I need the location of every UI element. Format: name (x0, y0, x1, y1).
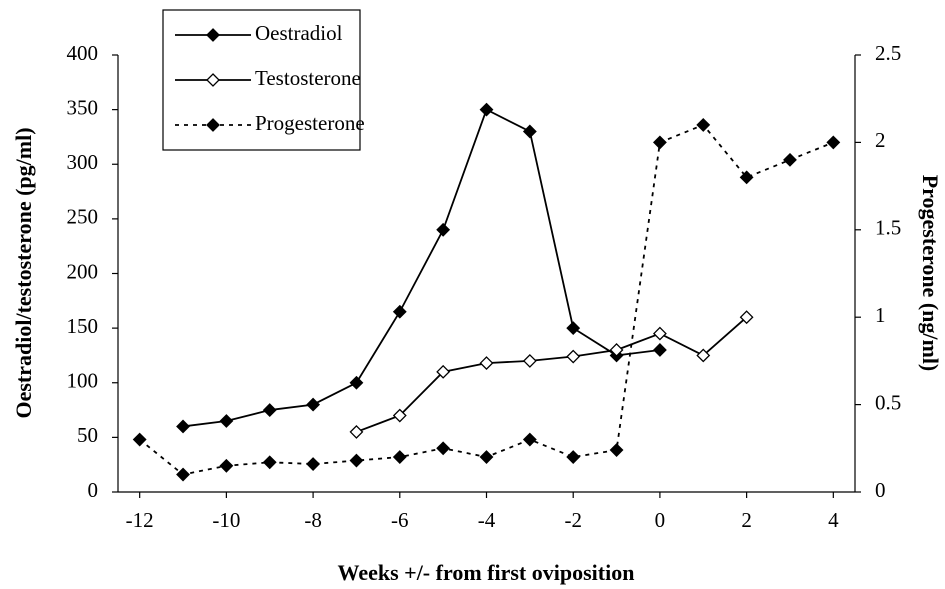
y2-tick-label: 0.5 (875, 390, 901, 414)
data-point (479, 102, 494, 117)
data-point (392, 304, 407, 319)
y-axis-label: Oestradiol/testosterone (pg/ml) (11, 127, 36, 418)
x-tick-label: -12 (126, 508, 154, 532)
y-tick-label: 50 (77, 423, 98, 447)
data-point (262, 403, 277, 417)
data-point (349, 453, 364, 468)
data-point (479, 450, 494, 464)
data-point (522, 353, 537, 368)
data-point (219, 458, 234, 473)
data-point (566, 349, 581, 364)
data-point (349, 375, 364, 390)
data-point (522, 432, 537, 447)
x-tick-label: 4 (828, 508, 839, 532)
y2-tick-label: 0 (875, 478, 886, 502)
data-point (566, 450, 581, 464)
data-point (479, 356, 494, 371)
data-point (609, 443, 624, 457)
data-point (132, 432, 147, 447)
data-point (522, 124, 537, 139)
series-line (356, 316, 748, 433)
series-line (139, 123, 834, 476)
y-tick-label: 250 (67, 205, 99, 229)
y2-tick-label: 1.5 (875, 216, 901, 240)
y2-tick-label: 1 (875, 303, 886, 327)
data-point (349, 424, 364, 439)
x-tick-label: -2 (564, 508, 582, 532)
data-point (783, 152, 797, 167)
y-tick-label: 200 (67, 259, 99, 283)
data-point (436, 222, 451, 237)
legend-marker (206, 73, 220, 87)
y-tick-label: 300 (67, 150, 99, 174)
data-point (566, 321, 581, 336)
y2-tick-label: 2.5 (875, 41, 901, 65)
data-point (739, 170, 754, 185)
legend-label: Testosterone (255, 66, 361, 90)
series-line (182, 108, 661, 428)
data-point (176, 419, 190, 434)
legend: Oestradiol Testosterone Progesterone (162, 9, 365, 151)
y2-axis-label: Progesterone (ng/ml) (918, 175, 943, 372)
data-point (306, 397, 321, 412)
data-point (826, 135, 841, 150)
data-point (652, 326, 667, 341)
x-tick-label: -8 (304, 508, 322, 532)
x-tick-label: 2 (741, 508, 752, 532)
data-point (609, 343, 624, 357)
data-point (652, 135, 667, 150)
data-point (652, 343, 667, 357)
y-tick-label: 0 (88, 478, 99, 502)
y-tick-label: 100 (67, 369, 99, 393)
x-axis-label: Weeks +/- from first oviposition (338, 560, 635, 585)
x-tick-label: -4 (478, 508, 496, 532)
x-tick-label: -6 (391, 508, 409, 532)
data-point (436, 441, 451, 456)
data-point (392, 450, 407, 464)
legend-label: Oestradiol (255, 21, 343, 45)
y-tick-label: 400 (67, 41, 99, 65)
data-point (696, 118, 711, 132)
data-point (219, 414, 234, 428)
data-point (696, 348, 711, 363)
y2-tick-label: 2 (875, 128, 886, 152)
data-point (739, 310, 754, 325)
y-tick-label: 150 (67, 314, 99, 338)
legend-marker (206, 28, 220, 42)
data-point (176, 467, 190, 482)
data-point (392, 408, 407, 423)
data-point (436, 364, 451, 379)
x-tick-label: -10 (212, 508, 240, 532)
legend-box (162, 9, 361, 151)
x-tick-label: 0 (655, 508, 666, 532)
data-point (262, 455, 277, 470)
legend-label: Progesterone (255, 111, 365, 135)
data-point (306, 457, 321, 471)
y-tick-label: 350 (67, 95, 99, 119)
legend-marker (206, 118, 220, 132)
